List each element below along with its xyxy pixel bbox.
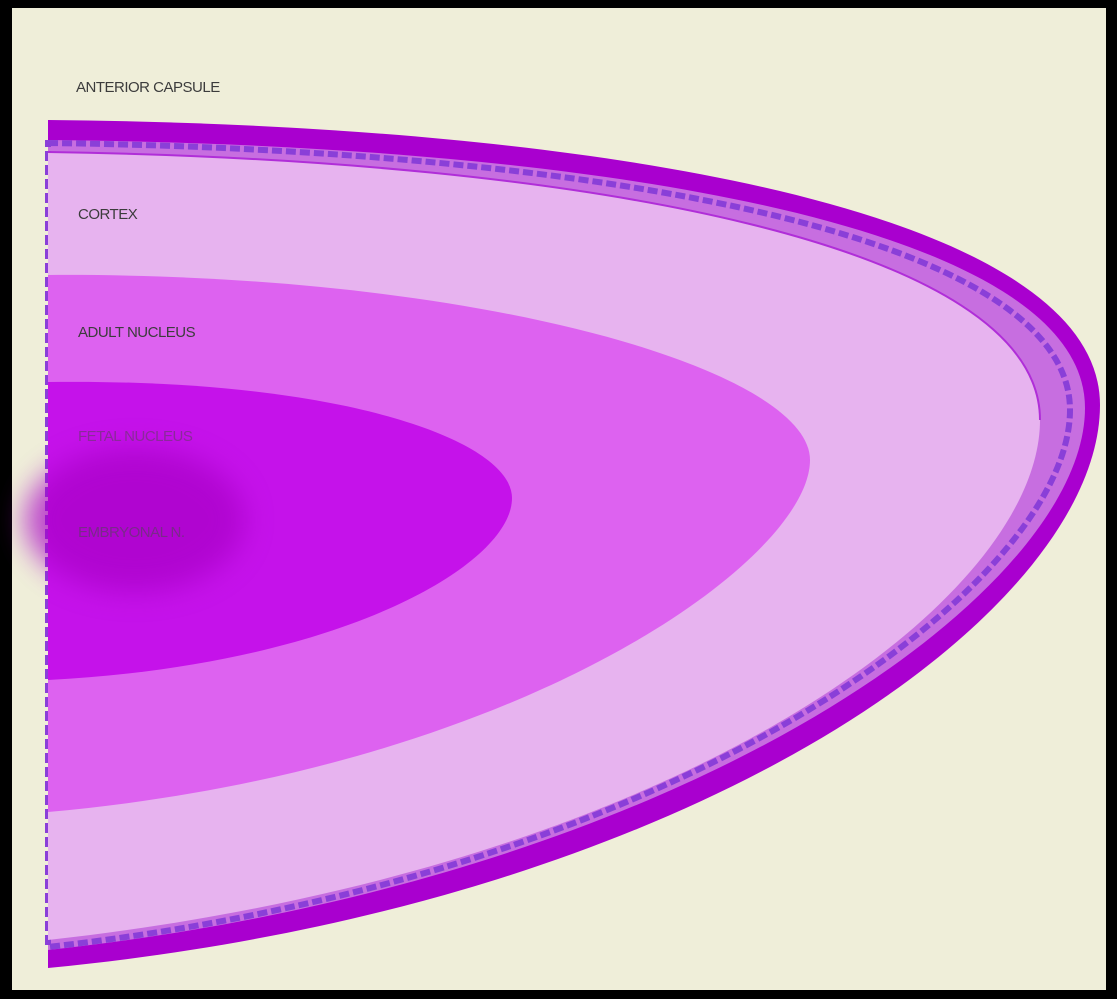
label-adult-nucleus: ADULT NUCLEUS	[78, 324, 196, 341]
lens-diagram: ANTERIOR CAPSULE CORTEX ADULT NUCLEUS FE…	[0, 0, 1117, 999]
embryonal-nucleus	[25, 448, 245, 592]
label-cortex: CORTEX	[78, 206, 138, 223]
label-fetal-nucleus: FETAL NUCLEUS	[78, 428, 193, 445]
page: ANTERIOR CAPSULE CORTEX ADULT NUCLEUS FE…	[0, 0, 1117, 999]
label-anterior-capsule: ANTERIOR CAPSULE	[76, 79, 220, 96]
label-embryonal-nucleus: EMBRYONAL N.	[78, 524, 185, 541]
